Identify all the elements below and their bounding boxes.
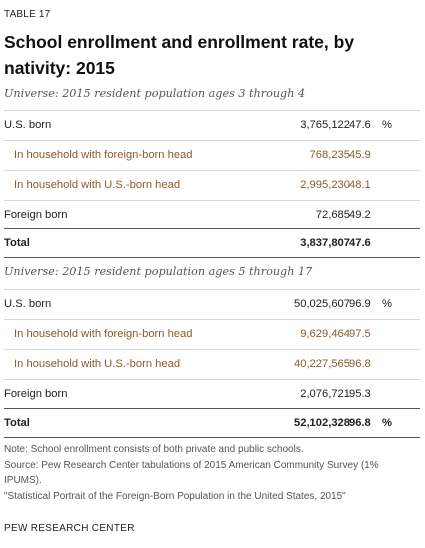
row-label: U.S. born [4,298,52,310]
row-rate: 45.9 [349,149,371,161]
total-rate: 96.8 [349,417,371,429]
table-row: U.S. born 3,765,122 47.6 % [4,110,420,140]
report-title: "Statistical Portrait of the Foreign-Bor… [4,490,346,502]
percent-sign: % [382,298,392,310]
row-count: 2,995,230 [300,179,350,191]
table-number: TABLE 17 [4,9,51,20]
row-count: 50,025,607 [294,298,350,310]
row-count: 768,235 [309,149,350,161]
table-row: Foreign born 72,685 49.2 [4,200,420,230]
total-rate: 47.6 [349,237,371,249]
row-rate: 49.2 [349,209,371,221]
row-label: Foreign born [4,388,68,400]
total-count: 3,837,807 [300,237,350,249]
row-rate: 95.3 [349,388,371,400]
row-rate: 47.6 [349,119,371,131]
universe-note-ages-5-17: Universe: 2015 resident population ages … [4,265,313,278]
table-title: School enrollment and enrollment rate, b… [4,32,355,78]
row-count: 9,629,464 [300,328,350,340]
row-count: 40,227,565 [294,358,350,370]
note-text: Note: School enrollment consists of both… [4,444,304,455]
publisher-name: PEW RESEARCH CENTER [4,523,135,534]
total-count: 52,102,328 [294,417,350,429]
row-rate: 96.8 [349,358,371,370]
section-divider [4,257,420,258]
row-rate: 48.1 [349,179,371,191]
row-rate: 97.5 [349,328,371,340]
total-row: Total 3,837,807 47.6 [4,228,420,258]
table-row: In household with foreign-born head 9,62… [4,319,420,349]
row-count: 72,685 [315,209,350,221]
percent-sign: % [382,417,392,429]
table-row: U.S. born 50,025,607 96.9 % [4,289,420,319]
row-label: In household with foreign-born head [14,328,193,340]
source-text: Source: Pew Research Center tabulations … [4,459,379,487]
row-label: U.S. born [4,119,52,131]
row-rate: 96.9 [349,298,371,310]
table-row: In household with U.S.-born head 40,227,… [4,349,420,379]
total-row: Total 52,102,328 96.8 % [4,408,420,438]
row-count: 3,765,122 [300,119,350,131]
table-row: In household with U.S.-born head 2,995,2… [4,170,420,200]
table-row: In household with foreign-born head 768,… [4,140,420,170]
table-row: Foreign born 2,076,721 95.3 [4,379,420,409]
row-label: Foreign born [4,209,68,221]
table-notes: Note: School enrollment consists of both… [4,442,414,504]
row-label: In household with foreign-born head [14,149,193,161]
universe-note-ages-3-4: Universe: 2015 resident population ages … [4,87,306,100]
row-label: In household with U.S.-born head [14,358,181,370]
table-bottom-rule [4,437,420,438]
total-label: Total [4,237,30,249]
row-label: In household with U.S.-born head [14,179,181,191]
percent-sign: % [382,119,392,131]
row-count: 2,076,721 [300,388,350,400]
total-label: Total [4,417,30,429]
